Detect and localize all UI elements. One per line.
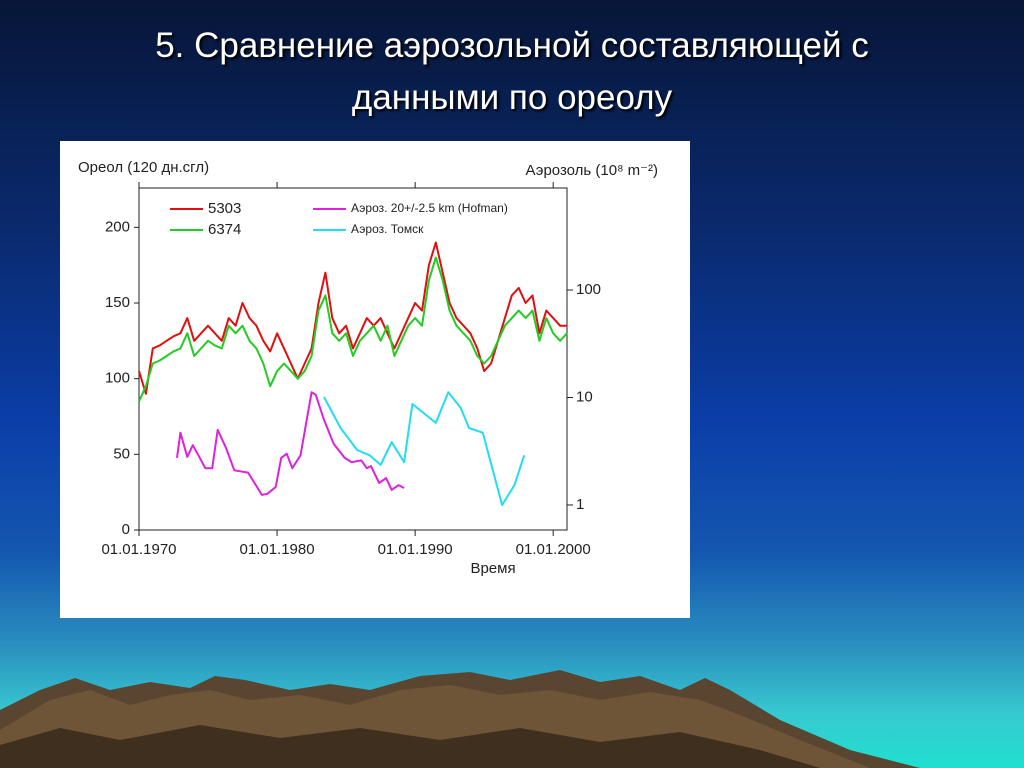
legend-label: 5303 [208, 200, 241, 217]
chart: Ореол (120 дн.сгл) Аэрозоль (10⁸ m⁻²) Вр… [60, 141, 690, 618]
series-line [138, 241, 567, 395]
series-line [323, 391, 526, 506]
y2-axis-label: Аэрозоль (10⁸ m⁻²) [525, 162, 658, 179]
plot-frame [138, 187, 568, 531]
slide-title: 5. Сравнение аэрозольной составляющей с … [155, 26, 869, 117]
series-line [176, 391, 405, 496]
y2-tick-label: 10 [576, 388, 593, 405]
x-axis-label: Время [470, 560, 515, 577]
y-tick-label: 150 [105, 294, 130, 311]
legend-label: 6374 [208, 221, 241, 238]
y-axis-label: Ореол (120 дн.сгл) [78, 159, 209, 176]
y-tick-label: 200 [105, 218, 130, 235]
y-tick-label: 0 [122, 521, 130, 538]
y2-tick-label: 1 [576, 496, 584, 513]
x-tick-label: 01.01.2000 [516, 541, 591, 558]
y-tick-label: 100 [105, 370, 130, 387]
legend-label: Аэроз. 20+/-2.5 km (Hofman) [351, 201, 508, 215]
x-tick-label: 01.01.1980 [240, 541, 315, 558]
series-line [138, 256, 568, 402]
mountain-shade [0, 725, 820, 768]
x-tick-label: 01.01.1970 [101, 541, 176, 558]
legend-label: Аэроз. Томск [351, 222, 424, 236]
y2-tick-label: 100 [576, 281, 601, 298]
x-tick-label: 01.01.1990 [378, 541, 453, 558]
y-tick-label: 50 [113, 445, 130, 462]
